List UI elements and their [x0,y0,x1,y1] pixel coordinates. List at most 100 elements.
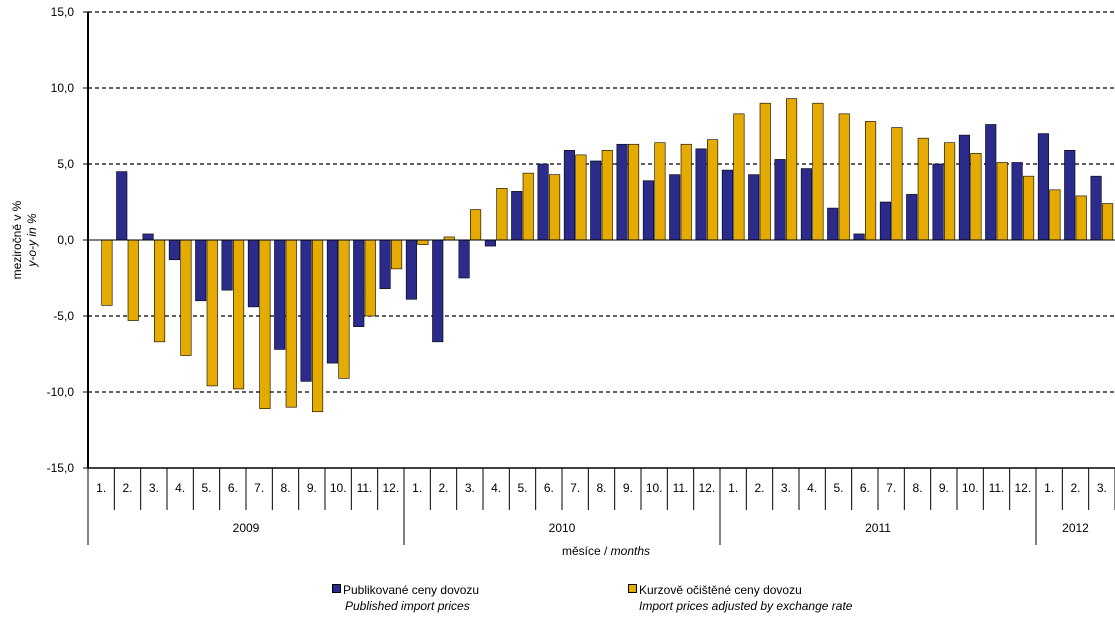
x-tick-label: 4. [175,481,185,495]
x-axis-categories: 1. 2. 3. 4. 5. 6. 7. 8. 9. 10. 11. 12. 1. 2. 3. 4. 5. 6. 7… [87,468,1115,510]
legend-label-published: Publikované ceny dovozu [343,583,480,597]
year-label: 2009 [233,521,260,535]
bar-adjusted [391,239,403,270]
legend-item-adjusted: Kurzově očištěné ceny dovozu Import pric… [628,582,852,614]
x-tick-label: 7. [886,481,896,495]
axes [87,12,1115,469]
bar-adjusted [917,137,929,241]
legend-swatch-published [332,584,341,593]
bar-published [142,233,154,241]
bar-published [274,239,286,350]
x-axis-label-en: months [611,544,650,558]
bar-adjusted [680,143,692,241]
x-tick-label: 10. [962,481,979,495]
bars [101,98,1114,413]
y-tick-label: 5,0 [57,157,74,171]
x-tick-label: 1. [728,481,738,495]
x-tick-label: 11. [357,481,373,495]
bar-adjusted [285,239,297,408]
x-tick-label: 10. [646,481,663,495]
bar-adjusted [970,153,982,241]
bar-published [563,150,575,241]
bar-published [511,191,523,241]
y-tick-label: 15,0 [51,5,75,19]
x-tick-label: 7. [254,481,264,495]
bar-published [1090,175,1102,241]
bar-published [879,201,891,241]
bar-published [958,134,970,241]
bar-published [695,148,707,241]
x-tick-label: 12. [698,481,715,495]
x-tick-label: 8. [280,481,290,495]
bar-adjusted [601,150,613,241]
bar-adjusted [154,239,166,343]
y-axis-ticks: 15,0 10,0 5,0 0,0 -5,0 -10,0 -15,0 [47,5,88,475]
bar-adjusted [338,239,350,379]
bar-adjusted [417,239,429,245]
bar-adjusted [759,102,771,241]
bar-published [853,233,865,241]
x-axis-label: měsíce / months [562,544,650,558]
x-tick-label: 1. [412,481,422,495]
bar-published [748,174,760,241]
bar-adjusted [865,121,877,241]
bar-published [642,180,654,241]
y-tick-label: 10,0 [51,81,75,95]
bar-adjusted [206,239,218,387]
x-tick-label: 3. [781,481,791,495]
x-tick-label: 8. [596,481,606,495]
bar-published [800,168,812,241]
x-tick-label: 9. [307,481,317,495]
y-tick-label: -15,0 [47,461,75,475]
bar-adjusted [259,239,271,410]
x-tick-label: 4. [491,481,501,495]
bar-adjusted [127,239,139,321]
bar-published [484,239,496,247]
legend-label-adjusted: Kurzově očištěné ceny dovozu [639,583,802,597]
y-tick-label: 0,0 [57,233,74,247]
bar-adjusted [707,139,719,241]
x-axis-label-cs: měsíce [562,544,601,558]
bar-adjusted [838,113,850,241]
bar-published [353,239,365,327]
y-axis-label: meziročně v % [10,200,24,279]
bar-adjusted [522,172,534,241]
legend-swatch-adjusted [628,584,637,593]
x-tick-label: 5. [201,481,211,495]
x-tick-label: 10. [330,481,347,495]
bar-adjusted [233,239,245,390]
bar-published [721,169,733,241]
bar-published [116,171,128,241]
bar-published [300,239,312,382]
bar-published [326,239,338,364]
bar-published [932,163,944,241]
bar-adjusted [364,239,376,317]
y-tick-label: -10,0 [47,385,75,399]
bar-adjusted [812,102,824,241]
x-axis-label-sep: / [601,544,611,558]
bar-published [537,163,549,241]
bar-published [985,124,997,241]
y-tick-label: -5,0 [53,309,74,323]
bar-published [590,160,602,241]
x-tick-label: 9. [939,481,949,495]
x-axis-years: 2009 2010 2011 2012 [87,510,1089,545]
bar-published [195,239,207,302]
x-tick-label: 11. [989,481,1005,495]
x-tick-label: 3. [1097,481,1107,495]
year-label: 2011 [865,521,891,535]
bar-adjusted [1023,175,1035,241]
bar-published [168,239,180,261]
x-tick-label: 6. [860,481,870,495]
bar-published [774,159,786,241]
x-tick-label: 6. [228,481,238,495]
x-tick-label: 5. [833,481,843,495]
x-tick-label: 2. [1070,481,1080,495]
year-label: 2010 [549,521,576,535]
x-tick-label: 4. [807,481,817,495]
bar-published [221,239,233,291]
bar-published [669,174,681,241]
bar-adjusted [944,142,956,241]
x-tick-label: 3. [465,481,475,495]
